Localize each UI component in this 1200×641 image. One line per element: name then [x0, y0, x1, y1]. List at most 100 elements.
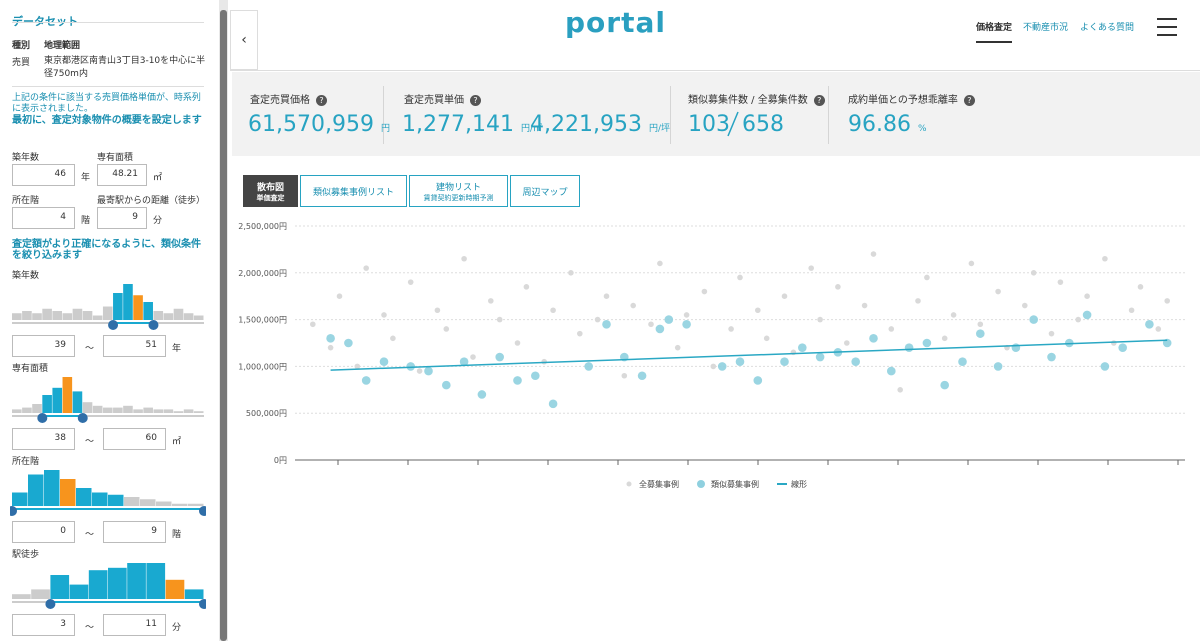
hist-bar	[173, 411, 184, 413]
input[interactable]: 3	[12, 614, 75, 636]
point	[434, 307, 441, 314]
point	[781, 293, 788, 299]
point	[496, 316, 503, 323]
point	[381, 312, 387, 318]
slider-handle[interactable]	[10, 506, 17, 516]
point	[1075, 316, 1081, 323]
point	[888, 326, 895, 332]
point	[950, 312, 957, 318]
slider-handle[interactable]	[77, 413, 88, 423]
main: ‹ portal 価格査定 不動産市況 よくある質問 査定売買価格? 61,57…	[230, 0, 1200, 641]
input[interactable]: 38	[12, 428, 75, 450]
legend-label[interactable]: 類似募集事例	[711, 479, 759, 489]
slider-handle[interactable]	[37, 413, 48, 423]
help-icon[interactable]: ?	[963, 95, 975, 106]
logo[interactable]: portal	[565, 6, 666, 39]
hist-bar	[92, 405, 103, 413]
point	[924, 274, 930, 281]
histogram	[10, 470, 206, 516]
point	[568, 270, 574, 276]
hist-bar	[31, 589, 50, 599]
tab[interactable]: 周辺マップ	[510, 175, 580, 207]
point	[897, 387, 903, 393]
value: 61,570,959	[248, 112, 374, 137]
legend-swatch	[697, 480, 705, 488]
point	[390, 335, 396, 342]
point	[815, 352, 825, 362]
point	[477, 390, 487, 399]
slider-handle[interactable]	[199, 506, 206, 516]
help-icon[interactable]: ?	[813, 95, 825, 106]
tab[interactable]: 散布図 単価査定	[243, 175, 298, 207]
input[interactable]: 0	[12, 521, 75, 543]
menu-button[interactable]	[1156, 16, 1178, 38]
tab[interactable]: 類似募集事例リスト	[300, 175, 407, 207]
point	[1057, 279, 1064, 285]
point	[488, 298, 494, 304]
point	[602, 319, 611, 329]
hist-bar	[32, 313, 42, 320]
hist-bar	[12, 313, 22, 320]
scrollbar[interactable]	[219, 0, 228, 641]
unit: 円/㎡	[520, 124, 543, 134]
y-tick-label: 0円	[274, 456, 287, 465]
point	[424, 366, 433, 376]
input[interactable]: 48.21	[97, 164, 147, 186]
sidebar: データセット 種別 地理範囲 売買 東京都港区南青山3丁目3-10を中心に半径7…	[0, 0, 218, 641]
hist-bar	[193, 315, 204, 320]
trend-line	[330, 339, 1168, 371]
hist-bar	[88, 570, 108, 599]
hist-bar	[102, 407, 113, 413]
input[interactable]: 9	[97, 207, 147, 229]
input[interactable]: 4	[12, 207, 75, 229]
input[interactable]: 9	[103, 521, 166, 543]
hist-bar	[92, 315, 103, 320]
point	[977, 321, 984, 328]
input[interactable]: 60	[103, 428, 166, 450]
tab[interactable]: 建物リスト 賃貸契約更新時期予測	[409, 175, 508, 207]
input[interactable]: 39	[12, 335, 75, 357]
divider	[12, 22, 204, 23]
point	[326, 334, 335, 343]
point	[470, 354, 476, 360]
point	[915, 298, 921, 304]
unit: 年	[172, 344, 182, 354]
slider-handle[interactable]	[108, 320, 119, 330]
scrollbar-thumb[interactable]	[220, 10, 227, 641]
input[interactable]: 11	[103, 614, 166, 636]
note: 上記の条件に該当する売買価格単価が、時系列に表示されました。	[12, 93, 201, 114]
histogram	[12, 563, 206, 609]
point	[344, 338, 353, 348]
hist-bar	[173, 308, 184, 320]
range-separator: ～	[85, 530, 95, 540]
input[interactable]: 51	[103, 335, 166, 357]
legend-label[interactable]: 全募集事例	[639, 479, 679, 489]
unit: %	[917, 124, 927, 134]
input[interactable]: 46	[12, 164, 75, 186]
filter-label: 専有面積	[12, 364, 49, 374]
value: 1,277,141	[402, 112, 514, 137]
slider-handle[interactable]	[148, 320, 159, 330]
hist-bar	[52, 387, 63, 413]
hist-bar	[143, 302, 153, 320]
nav-link[interactable]: よくある質問	[1080, 23, 1135, 33]
collapse-button[interactable]: ‹	[230, 10, 258, 70]
slider-handle[interactable]	[45, 599, 56, 609]
help-icon[interactable]: ?	[316, 95, 327, 106]
nav-link[interactable]: 価格査定	[976, 20, 1013, 43]
slider-handle[interactable]	[199, 599, 206, 609]
filter-label: 駅徒歩	[12, 550, 40, 560]
type-value: 地理範囲	[44, 41, 81, 51]
legend-label[interactable]: 線形	[791, 479, 807, 489]
divider	[670, 86, 671, 144]
hist-bar	[165, 579, 185, 599]
point	[728, 326, 734, 332]
tab-sublabel: 賃貸契約更新時期予測	[423, 193, 494, 202]
value: 96.86	[848, 112, 911, 137]
deal-label: 売買	[12, 58, 31, 68]
nav-link[interactable]: 不動産市況	[1023, 23, 1069, 33]
point	[780, 357, 789, 367]
stat-label: 査定売買単価?	[404, 91, 481, 106]
help-icon[interactable]: ?	[470, 95, 481, 106]
stat-label: 類似募集件数 / 全募集件数?	[688, 91, 825, 106]
